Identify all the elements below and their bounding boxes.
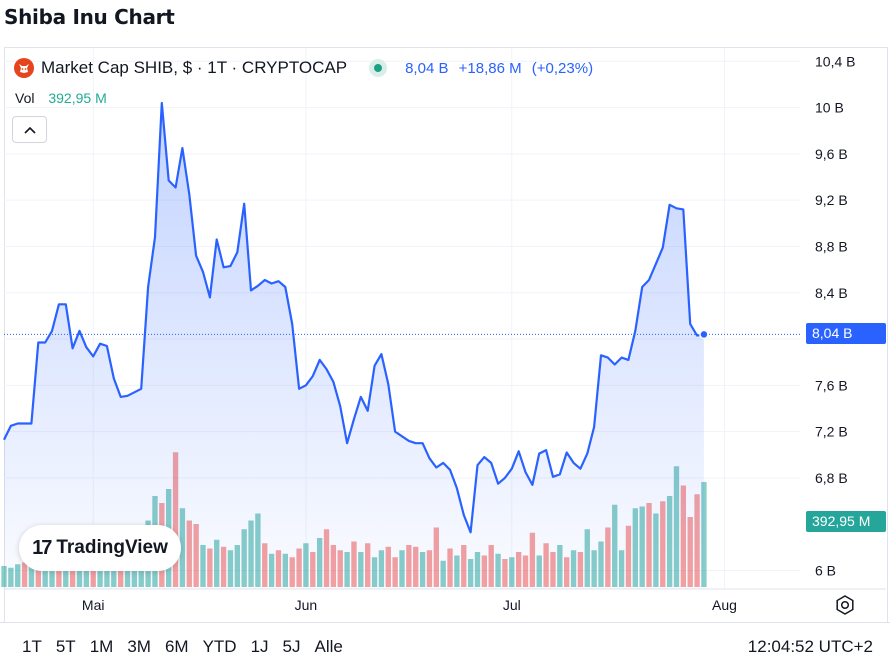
y-tick-label: 7,6 B xyxy=(815,377,848,393)
last-price-badge: 8,04 B xyxy=(806,323,886,344)
range-3m[interactable]: 3M xyxy=(127,637,151,656)
y-tick-label: 9,2 B xyxy=(815,192,848,208)
range-1m[interactable]: 1M xyxy=(89,637,114,656)
volume-bar xyxy=(701,482,707,587)
volume-value: 392,95 M xyxy=(48,90,107,106)
x-tick-label: Aug xyxy=(712,597,737,613)
range-selector: 1T 5T 1M 3M 6M YTD 1J 5J Alle xyxy=(22,637,357,657)
tradingview-mark-icon: 17 xyxy=(32,536,52,559)
market-status-icon xyxy=(369,59,388,77)
range-alle[interactable]: Alle xyxy=(314,637,343,656)
y-tick-label: 10,4 B xyxy=(815,53,855,69)
y-tick-label: 6,8 B xyxy=(815,470,848,486)
y-tick-label: 8,4 B xyxy=(815,285,848,301)
gear-icon[interactable] xyxy=(834,594,856,616)
y-tick-label: 10 B xyxy=(815,100,844,116)
shiba-inu-icon xyxy=(14,58,34,78)
page-title: Shiba Inu Chart xyxy=(4,5,175,29)
bottom-toolbar: 1T 5T 1M 3M 6M YTD 1J 5J Alle 12:04:52 U… xyxy=(0,622,890,668)
range-5t[interactable]: 5T xyxy=(55,637,76,656)
range-1j[interactable]: 1J xyxy=(250,637,269,656)
collapse-legend-button[interactable] xyxy=(12,116,47,143)
chart-legend: Market Cap SHIB, $ · 1T · CRYPTOCAP 8,04… xyxy=(14,58,599,78)
y-tick-label: 7,2 B xyxy=(815,424,848,440)
clock: 12:04:52 UTC+2 xyxy=(747,637,873,656)
y-tick-label: 6 B xyxy=(815,563,836,579)
range-6m[interactable]: 6M xyxy=(164,637,189,656)
range-ytd[interactable]: YTD xyxy=(202,637,237,656)
last-value: 8,04 B xyxy=(405,59,449,77)
y-tick-label: 9,6 B xyxy=(815,146,848,162)
change-value: +18,86 M xyxy=(458,59,522,77)
volume-badge: 392,95 M xyxy=(806,511,886,532)
tradingview-logo[interactable]: 17 TradingView xyxy=(19,525,181,571)
chevron-up-icon xyxy=(23,126,36,134)
volume-label: Vol xyxy=(15,90,35,106)
x-tick-label: Jun xyxy=(295,597,318,613)
x-tick-label: Jul xyxy=(503,597,521,613)
change-percent: (+0,23%) xyxy=(531,59,594,77)
x-tick-label: Mai xyxy=(82,597,105,613)
tradingview-logo-text: TradingView xyxy=(56,537,168,558)
symbol-title[interactable]: Market Cap SHIB, $ · 1T · CRYPTOCAP xyxy=(41,58,348,77)
price-area-fill xyxy=(4,103,704,589)
price-line xyxy=(3,101,705,534)
range-1t[interactable]: 1T xyxy=(22,637,42,656)
y-tick-label: 8,8 B xyxy=(815,238,848,254)
range-5j[interactable]: 5J xyxy=(282,637,301,656)
volume-legend: Vol 392,95 M xyxy=(15,90,107,106)
last-price-dot xyxy=(699,329,709,340)
